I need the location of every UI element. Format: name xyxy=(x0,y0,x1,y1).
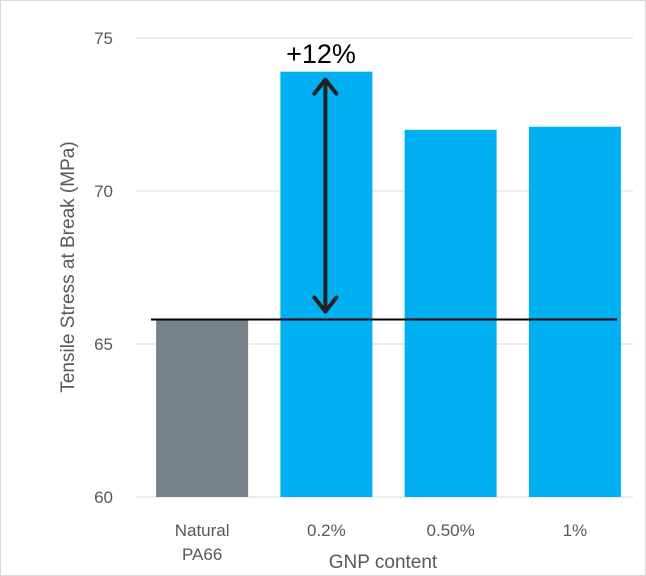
x-tick-label: PA66 xyxy=(182,545,222,564)
x-tick-label: Natural xyxy=(175,521,230,540)
y-tick-label: 70 xyxy=(94,182,113,201)
arrow-head-down xyxy=(312,295,339,314)
y-axis-title: Tensile Stress at Break (MPa) xyxy=(58,141,79,392)
x-tick-label: 1% xyxy=(563,521,588,540)
y-tick-label: 65 xyxy=(94,335,113,354)
x-tick-label: 0.50% xyxy=(427,521,475,540)
y-tick-label: 75 xyxy=(94,29,113,48)
bar xyxy=(528,126,621,498)
annotation-label: +12% xyxy=(286,39,356,69)
x-tick-label: 0.2% xyxy=(307,521,346,540)
y-tick-label: 60 xyxy=(94,488,113,507)
bar xyxy=(404,129,497,498)
bar xyxy=(156,319,249,497)
x-axis-title: GNP content xyxy=(329,552,438,573)
arrow-head-up xyxy=(312,77,339,96)
